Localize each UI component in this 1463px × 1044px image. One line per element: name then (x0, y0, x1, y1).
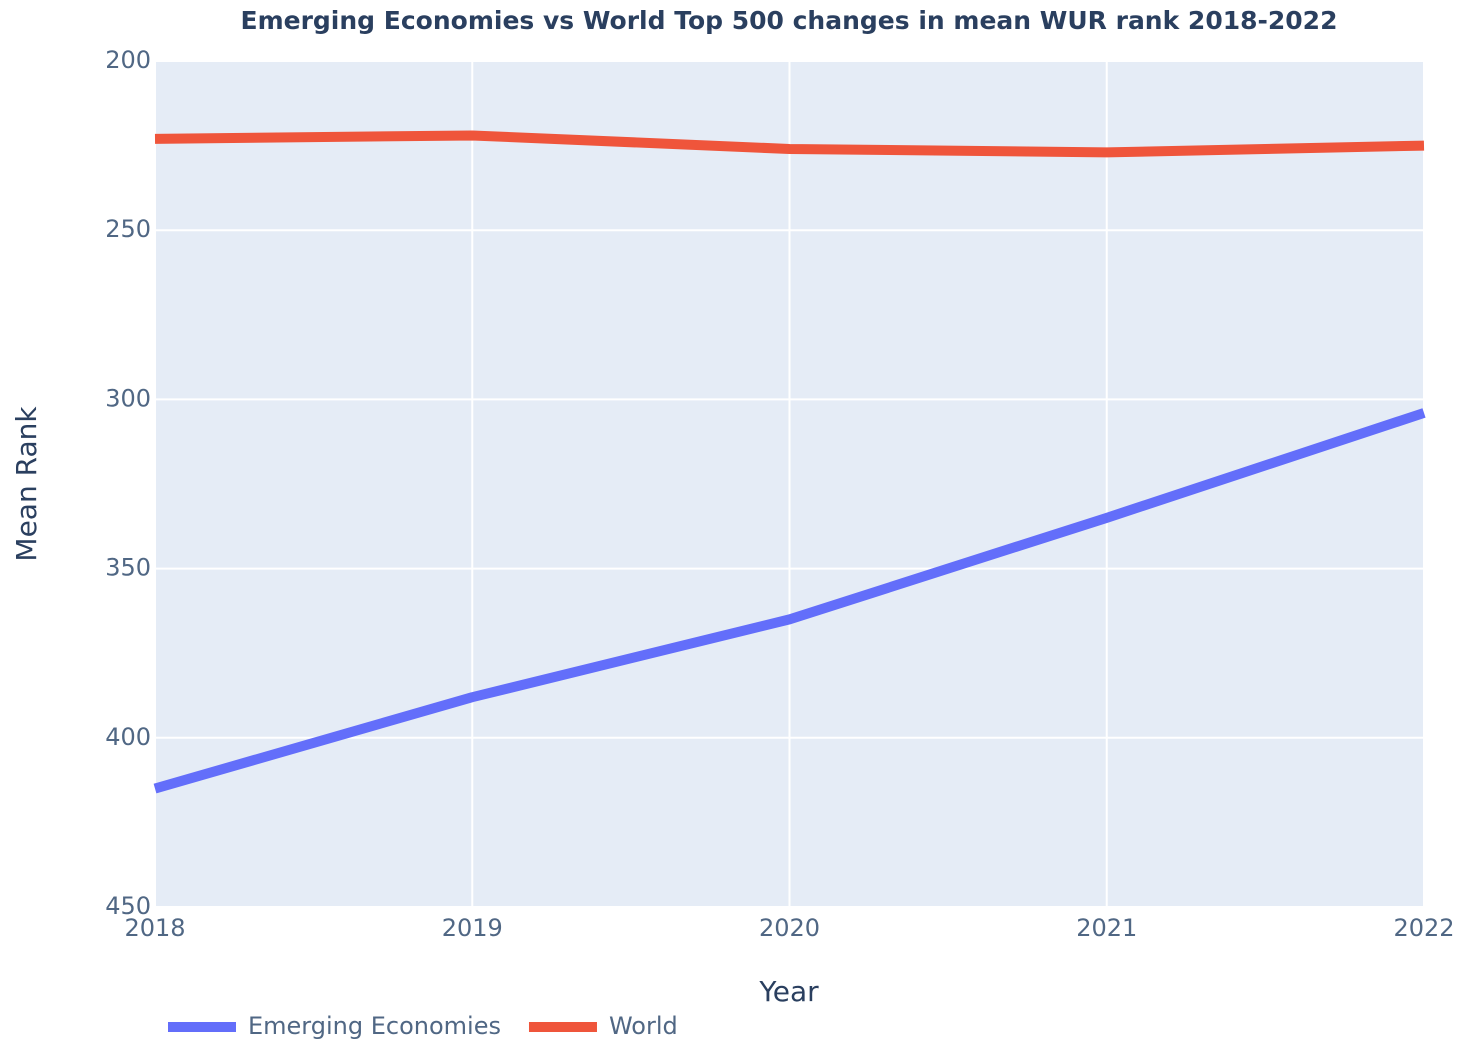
line (153, 408, 1426, 794)
x-tick-label: 2022 (1393, 914, 1454, 942)
x-tick-label: 2021 (1076, 914, 1137, 942)
line (154, 130, 1425, 158)
y-tick-label: 350 (105, 554, 151, 582)
y-axis-title: Mean Rank (10, 406, 43, 562)
y-tick-label: 300 (105, 384, 151, 412)
legend-label: Emerging Economies (248, 1012, 501, 1040)
chart-title: Emerging Economies vs World Top 500 chan… (241, 6, 1338, 35)
y-tick-label: 200 (105, 46, 151, 74)
legend-label: World (609, 1012, 678, 1040)
x-tick-label: 2019 (442, 914, 503, 942)
x-tick-label: 2018 (124, 914, 185, 942)
x-tick-label: 2020 (759, 914, 820, 942)
y-tick-label: 450 (105, 892, 151, 920)
y-tick-label: 400 (105, 723, 151, 751)
x-axis-title: Year (758, 975, 819, 1008)
y-tick-label: 250 (105, 215, 151, 243)
